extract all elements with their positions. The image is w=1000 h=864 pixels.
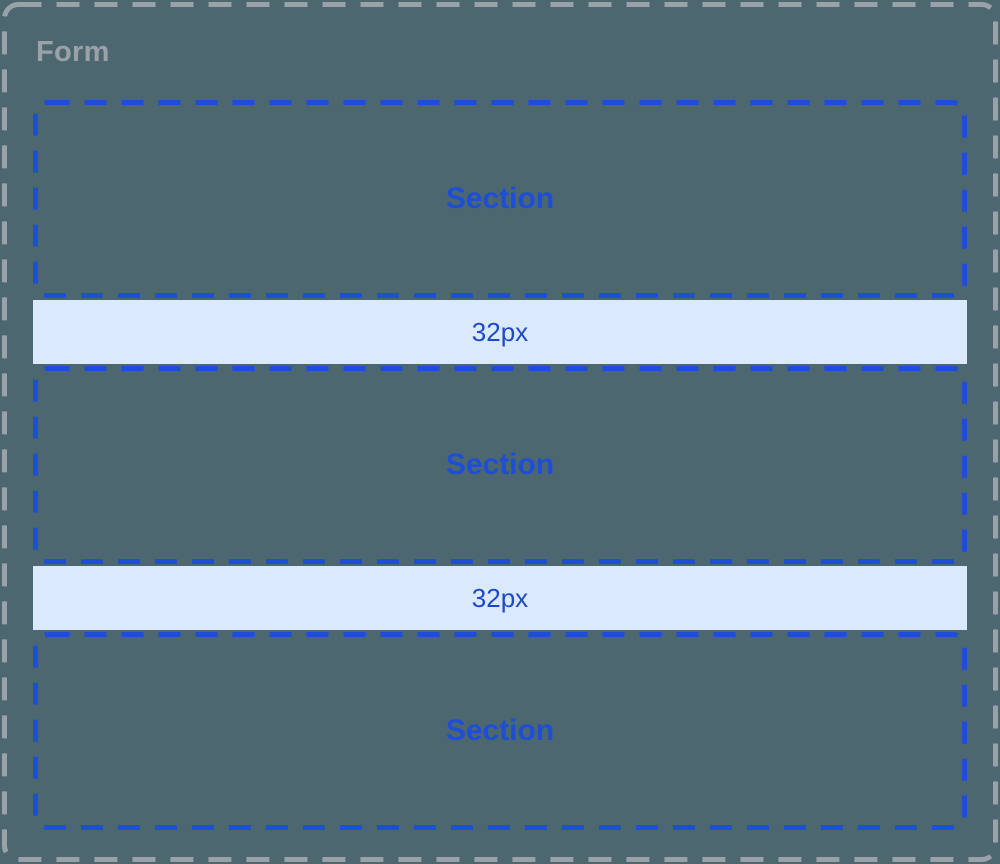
section-1: Section [33, 100, 967, 298]
section-label: Section [445, 182, 555, 215]
form-label: Form [36, 36, 110, 68]
spacing-bar-2: 32px [33, 566, 967, 630]
section-label: Section [445, 448, 555, 481]
spacing-label: 32px [471, 582, 529, 613]
spacing-bar-1: 32px [33, 300, 967, 364]
section-label: Section [445, 714, 555, 747]
spacing-label: 32px [471, 316, 529, 347]
section-2: Section [33, 366, 967, 564]
section-3: Section [33, 632, 967, 830]
section-stack: Section 32px Section 32px Section [33, 100, 967, 830]
